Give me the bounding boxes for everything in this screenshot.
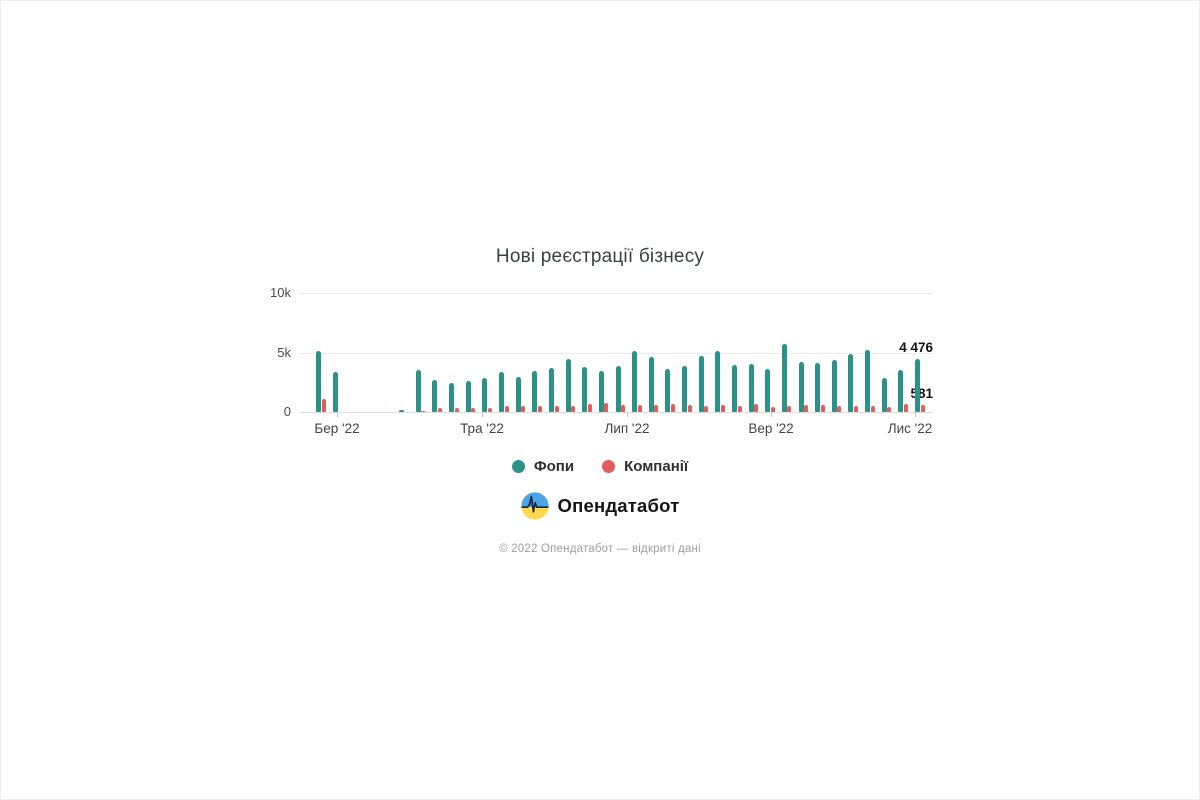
bar-company xyxy=(537,406,542,412)
bar-fop xyxy=(781,344,787,412)
company-series-dot-icon xyxy=(602,460,616,473)
annotation-fop-last: 4 476 xyxy=(899,340,933,355)
bar-fop xyxy=(532,370,538,412)
bar-company xyxy=(321,398,326,412)
plot-area: 4 476 581 Бер '22 Тра '22 Лип '22 Вер '22 Ли… xyxy=(300,285,933,436)
bar-fop xyxy=(798,362,804,412)
legend: Фопи Компанії xyxy=(0,458,1200,475)
bar-fop xyxy=(865,350,871,412)
bar-company xyxy=(870,406,875,412)
bar-fop xyxy=(698,355,704,412)
bar-fop xyxy=(715,350,721,412)
bar-company xyxy=(887,406,892,412)
y-tick-0: 0 xyxy=(283,404,291,419)
x-tick-mark xyxy=(482,412,483,417)
legend-label-fop: Фопи xyxy=(533,458,575,475)
x-tick-mark xyxy=(771,412,772,417)
bar-company xyxy=(737,406,742,412)
bar-company xyxy=(837,406,842,412)
bar-fop xyxy=(582,367,588,412)
bar-company xyxy=(587,403,592,412)
y-tick-5k: 5k xyxy=(277,345,291,360)
bar-company xyxy=(920,405,925,412)
chart-title: Нові реєстрації бізнесу xyxy=(495,246,705,267)
y-axis: 10k 5k 0 xyxy=(248,285,291,425)
opendatabot-pulse-icon xyxy=(520,492,549,520)
bar-fop xyxy=(548,367,554,412)
bar-company xyxy=(454,407,459,412)
bar-company xyxy=(571,406,576,412)
bar-fop xyxy=(332,372,338,412)
bar-company xyxy=(687,404,692,412)
bar-fop xyxy=(632,350,638,412)
bar-fop xyxy=(499,372,505,412)
bar-fop xyxy=(898,370,904,412)
x-axis-line xyxy=(300,412,933,413)
bar-company xyxy=(604,403,609,412)
legend-item-company: Компанії xyxy=(602,458,688,475)
bar-company xyxy=(903,404,908,412)
logo-text: Опендатабот xyxy=(557,495,680,516)
bar-fop xyxy=(765,369,771,412)
annotation-company-last: 581 xyxy=(910,386,933,401)
bar-company xyxy=(471,408,476,412)
bar-company xyxy=(487,407,492,412)
bar-company xyxy=(637,405,642,412)
bar-company xyxy=(438,408,443,412)
bar-fop xyxy=(665,369,671,412)
bar-company xyxy=(820,404,825,412)
x-tick-mark xyxy=(915,412,916,417)
legend-label-company: Компанії xyxy=(624,458,689,475)
x-tick-label: Вер '22 xyxy=(748,421,794,436)
bar-fop xyxy=(515,377,521,412)
bar-company xyxy=(787,406,792,412)
copyright-footer: © 2022 Опендатабот — відкриті дані xyxy=(499,543,701,555)
gridline-5k xyxy=(300,353,933,354)
bar-fop xyxy=(648,357,654,412)
bar-company xyxy=(421,410,426,412)
bar-fop xyxy=(399,410,405,412)
bar-company xyxy=(521,406,526,412)
bar-fop xyxy=(598,370,604,412)
bar-company xyxy=(704,406,709,412)
x-tick-label: Лип '22 xyxy=(604,421,650,436)
bar-company xyxy=(754,404,759,412)
bar-fop xyxy=(881,377,887,412)
x-tick-label: Тра '22 xyxy=(460,421,504,436)
bar-fop xyxy=(415,370,421,412)
bar-company xyxy=(770,406,775,412)
bar-fop xyxy=(831,360,837,412)
x-tick-label: Лис '22 xyxy=(887,421,933,436)
bar-fop xyxy=(432,379,438,412)
x-tick-mark xyxy=(337,412,338,417)
legend-item-fop: Фопи xyxy=(511,458,575,475)
gridline-10k xyxy=(300,293,933,294)
bar-fop xyxy=(731,365,737,412)
bar-fop xyxy=(748,364,754,412)
bar-fop xyxy=(316,351,321,412)
bar-company xyxy=(720,404,725,412)
x-tick-mark xyxy=(627,412,628,417)
y-tick-10k: 10k xyxy=(270,285,291,300)
bar-fop xyxy=(565,359,571,412)
bar-company xyxy=(854,406,859,412)
bar-fop xyxy=(482,377,488,412)
bar-fop xyxy=(848,354,854,412)
bar-fop xyxy=(682,365,688,412)
bar-company xyxy=(621,405,626,412)
bar-company xyxy=(504,406,509,412)
bar-company xyxy=(554,406,559,412)
fop-series-dot-icon xyxy=(511,460,525,473)
bar-company xyxy=(654,404,659,412)
bar-company xyxy=(671,404,676,412)
bar-fop xyxy=(615,365,621,412)
x-tick-label: Бер '22 xyxy=(314,421,360,436)
bar-fop xyxy=(815,362,821,412)
bar-company xyxy=(804,405,809,412)
bar-fop xyxy=(449,382,455,412)
opendatabot-logo: Опендатабот xyxy=(0,492,1200,520)
bar-fop xyxy=(465,381,471,412)
bar-fop xyxy=(915,358,920,412)
